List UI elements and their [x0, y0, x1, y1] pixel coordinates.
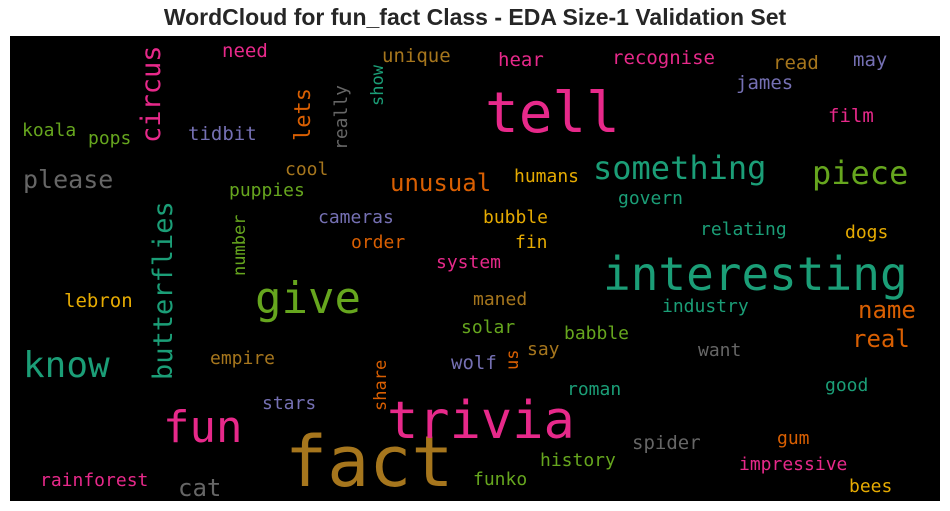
word-cool: cool — [285, 159, 328, 180]
word-film: film — [828, 105, 874, 127]
word-want: want — [698, 340, 741, 361]
word-real: real — [852, 325, 910, 353]
chart-title: WordCloud for fun_fact Class - EDA Size-… — [163, 4, 787, 30]
word-fact: fact — [285, 421, 454, 503]
word-gum: gum — [777, 428, 810, 449]
word-really: really — [331, 85, 352, 150]
word-dogs: dogs — [845, 222, 888, 243]
word-name: name — [858, 296, 916, 324]
word-fun: fun — [163, 402, 242, 453]
word-fin: fin — [515, 232, 548, 253]
word-bubble: bubble — [483, 207, 548, 228]
word-say: say — [527, 339, 560, 360]
word-order: order — [351, 232, 405, 253]
word-pops: pops — [88, 128, 131, 149]
word-know: know — [23, 345, 110, 386]
word-history: history — [540, 450, 616, 471]
word-koala: koala — [22, 120, 76, 141]
word-interesting: interesting — [603, 247, 908, 301]
word-bees: bees — [849, 476, 892, 497]
word-maned: maned — [473, 289, 527, 310]
word-govern: govern — [618, 188, 683, 209]
word-lets: lets — [291, 88, 316, 141]
word-impressive: impressive — [739, 454, 847, 475]
word-unusual: unusual — [390, 169, 491, 197]
word-empire: empire — [210, 348, 275, 369]
word-piece: piece — [812, 154, 908, 192]
word-butterflies: butterflies — [148, 201, 179, 380]
word-unique: unique — [382, 45, 451, 67]
word-circus: circus — [136, 45, 167, 143]
word-cat: cat — [178, 474, 221, 502]
word-recognise: recognise — [612, 47, 715, 69]
word-tidbit: tidbit — [188, 123, 257, 145]
word-may: may — [853, 49, 887, 71]
word-james: james — [736, 72, 793, 94]
word-solar: solar — [461, 317, 515, 338]
word-roman: roman — [567, 379, 621, 400]
word-rainforest: rainforest — [40, 470, 148, 491]
word-stars: stars — [262, 393, 316, 414]
word-hear: hear — [498, 49, 544, 71]
word-relating: relating — [700, 219, 787, 240]
word-share: share — [371, 360, 391, 411]
wordcloud-background — [10, 36, 940, 501]
word-funko: funko — [473, 469, 527, 490]
word-spider: spider — [632, 432, 701, 454]
word-give: give — [255, 273, 361, 324]
word-industry: industry — [662, 296, 749, 317]
word-system: system — [436, 252, 501, 273]
word-lebron: lebron — [64, 290, 133, 312]
word-us: us — [503, 350, 523, 370]
words-layer: fact interesting trivia tell give fun know some… — [22, 40, 916, 503]
word-read: read — [773, 52, 819, 74]
word-babble: babble — [564, 323, 629, 344]
word-puppies: puppies — [229, 180, 305, 201]
word-need: need — [222, 40, 268, 62]
word-wolf: wolf — [451, 352, 497, 374]
word-humans: humans — [514, 166, 579, 187]
word-tell: tell — [485, 81, 620, 146]
word-good: good — [825, 375, 868, 396]
word-please: please — [23, 165, 113, 194]
word-cameras: cameras — [318, 207, 394, 228]
word-trivia: trivia — [387, 391, 575, 451]
word-number: number — [230, 215, 250, 276]
word-something: something — [593, 149, 766, 187]
word-show: show — [368, 64, 388, 106]
